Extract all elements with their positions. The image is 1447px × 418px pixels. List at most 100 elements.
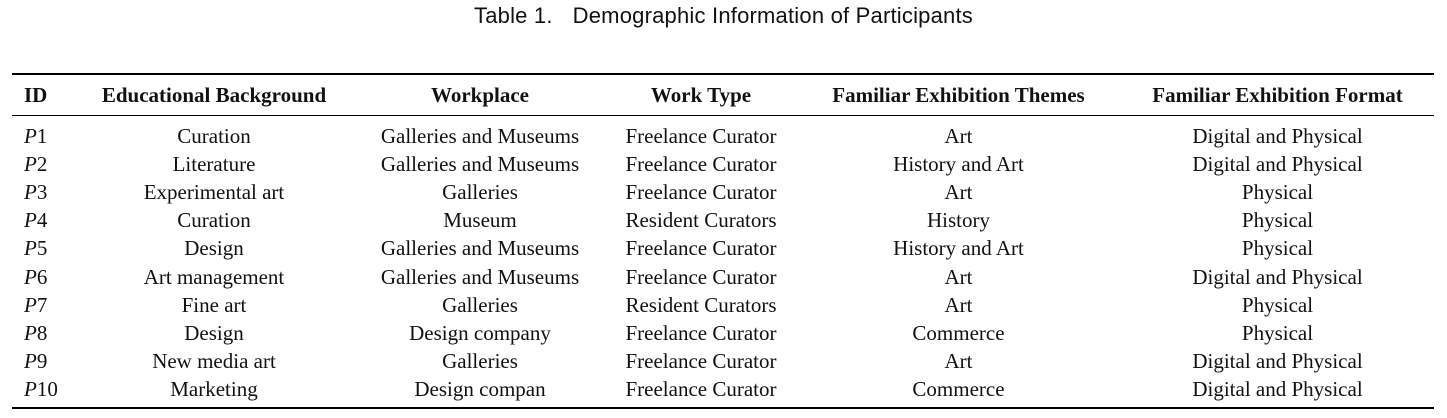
- table-caption-label: Table 1.: [474, 3, 553, 28]
- participant-number: 6: [36, 264, 48, 289]
- cell-education: Art management: [143, 264, 285, 289]
- cell-id: P8: [12, 319, 74, 347]
- cell-work-type: Freelance Curator: [625, 236, 777, 261]
- cell-education: Literature: [172, 152, 256, 177]
- header-themes: Familiar Exhibition Themes: [796, 74, 1121, 116]
- header-education: Educational Background: [74, 74, 354, 116]
- cell-education: New media art: [152, 348, 276, 373]
- participant-letter: P: [24, 208, 37, 233]
- cell-format: Physical: [1241, 208, 1314, 233]
- cell-themes: Art: [944, 348, 973, 373]
- cell-work-type: Resident Curators: [625, 208, 777, 233]
- participant-letter: P: [24, 320, 37, 345]
- table-body: P1 Curation Galleries and Museums Freelance…: [12, 116, 1434, 408]
- participant-letter: P: [24, 236, 37, 261]
- cell-format: Digital and Physical: [1192, 348, 1363, 373]
- cell-themes: Art: [944, 124, 973, 149]
- cell-education: Curation: [177, 208, 251, 233]
- participant-letter: P: [24, 264, 37, 289]
- cell-education: Curation: [177, 124, 251, 149]
- cell-work-type: Freelance Curator: [625, 376, 777, 401]
- participant-letter: P: [24, 376, 37, 401]
- cell-workplace: Galleries and Museums: [380, 264, 580, 289]
- participant-number: 3: [36, 180, 48, 205]
- cell-work-type: Freelance Curator: [625, 320, 777, 345]
- participant-number: 4: [36, 208, 48, 233]
- cell-themes: Art: [944, 264, 973, 289]
- table-row: P10 Marketing Design compan Freelance Curat…: [12, 375, 1434, 408]
- cell-workplace: Galleries: [442, 348, 518, 373]
- cell-id: P10: [12, 375, 74, 408]
- participant-letter: P: [24, 292, 37, 317]
- cell-workplace: Design company: [409, 320, 551, 345]
- cell-format: Digital and Physical: [1192, 264, 1363, 289]
- cell-workplace: Museum: [443, 208, 517, 233]
- participant-letter: P: [24, 348, 37, 373]
- cell-format: Digital and Physical: [1192, 376, 1363, 401]
- table-row: P3 Experimental art Galleries Freelance Cur…: [12, 178, 1434, 206]
- cell-themes: Art: [944, 292, 973, 317]
- cell-id: P6: [12, 262, 74, 290]
- cell-work-type: Resident Curators: [625, 292, 777, 317]
- cell-workplace: Galleries and Museums: [380, 236, 580, 261]
- table-row: P4 Curation Museum Resident Curators History…: [12, 206, 1434, 234]
- participant-number: 10: [36, 376, 58, 401]
- cell-id: P1: [12, 116, 74, 151]
- participant-number: 9: [36, 348, 48, 373]
- table-header: ID Educational Background Workplace Work…: [12, 74, 1434, 116]
- cell-work-type: Freelance Curator: [625, 124, 777, 149]
- cell-work-type: Freelance Curator: [625, 180, 777, 205]
- table-row: P7 Fine art Galleries Resident Curators Art P…: [12, 291, 1434, 319]
- cell-id: P9: [12, 347, 74, 375]
- table-row: P5 Design Galleries and Museums Freelance C…: [12, 234, 1434, 262]
- demographics-table: ID Educational Background Workplace Work…: [12, 73, 1434, 409]
- table-row: P8 Design Design company Freelance Curator C…: [12, 319, 1434, 347]
- participant-letter: P: [24, 152, 37, 177]
- cell-format: Digital and Physical: [1192, 124, 1363, 149]
- table-row: P2 Literature Galleries and Museums Freelan…: [12, 150, 1434, 178]
- cell-work-type: Freelance Curator: [625, 264, 777, 289]
- cell-workplace: Galleries: [442, 292, 518, 317]
- cell-workplace: Galleries and Museums: [380, 152, 580, 177]
- table-row: P6 Art management Galleries and Museums Fre…: [12, 262, 1434, 290]
- cell-work-type: Freelance Curator: [625, 348, 777, 373]
- header-id: ID: [12, 74, 74, 116]
- cell-id: P5: [12, 234, 74, 262]
- header-work-type: Work Type: [606, 74, 796, 116]
- cell-education: Fine art: [181, 292, 247, 317]
- cell-workplace: Galleries: [442, 180, 518, 205]
- cell-themes: History and Art: [893, 236, 1024, 261]
- cell-format: Physical: [1241, 320, 1314, 345]
- header-row: ID Educational Background Workplace Work…: [12, 74, 1434, 116]
- participant-number: 2: [36, 152, 48, 177]
- cell-id: P3: [12, 178, 74, 206]
- participant-number: 8: [36, 320, 48, 345]
- cell-education: Design: [184, 320, 244, 345]
- participant-number: 5: [36, 236, 48, 261]
- cell-themes: Art: [944, 180, 973, 205]
- participant-letter: P: [24, 180, 37, 205]
- participant-number: 7: [36, 292, 48, 317]
- cell-format: Physical: [1241, 180, 1314, 205]
- table-row: P1 Curation Galleries and Museums Freelance…: [12, 116, 1434, 151]
- table-row: P9 New media art Galleries Freelance Curato…: [12, 347, 1434, 375]
- cell-themes: History: [927, 208, 990, 233]
- table-caption: Table 1. Demographic Information of Parti…: [0, 2, 1447, 30]
- cell-education: Marketing: [170, 376, 258, 401]
- cell-format: Physical: [1241, 292, 1314, 317]
- participant-letter: P: [24, 124, 37, 149]
- cell-workplace: Galleries and Museums: [380, 124, 580, 149]
- cell-format: Physical: [1241, 236, 1314, 261]
- participant-number: 1: [36, 124, 48, 149]
- cell-themes: Commerce: [912, 376, 1005, 401]
- table-caption-title: Demographic Information of Participants: [572, 3, 973, 28]
- cell-work-type: Freelance Curator: [625, 152, 777, 177]
- cell-id: P7: [12, 291, 74, 319]
- cell-id: P2: [12, 150, 74, 178]
- cell-id: P4: [12, 206, 74, 234]
- cell-themes: Commerce: [912, 320, 1005, 345]
- cell-education: Design: [184, 236, 244, 261]
- cell-format: Digital and Physical: [1192, 152, 1363, 177]
- cell-workplace: Design compan: [414, 376, 546, 401]
- header-format: Familiar Exhibition Format: [1121, 74, 1434, 116]
